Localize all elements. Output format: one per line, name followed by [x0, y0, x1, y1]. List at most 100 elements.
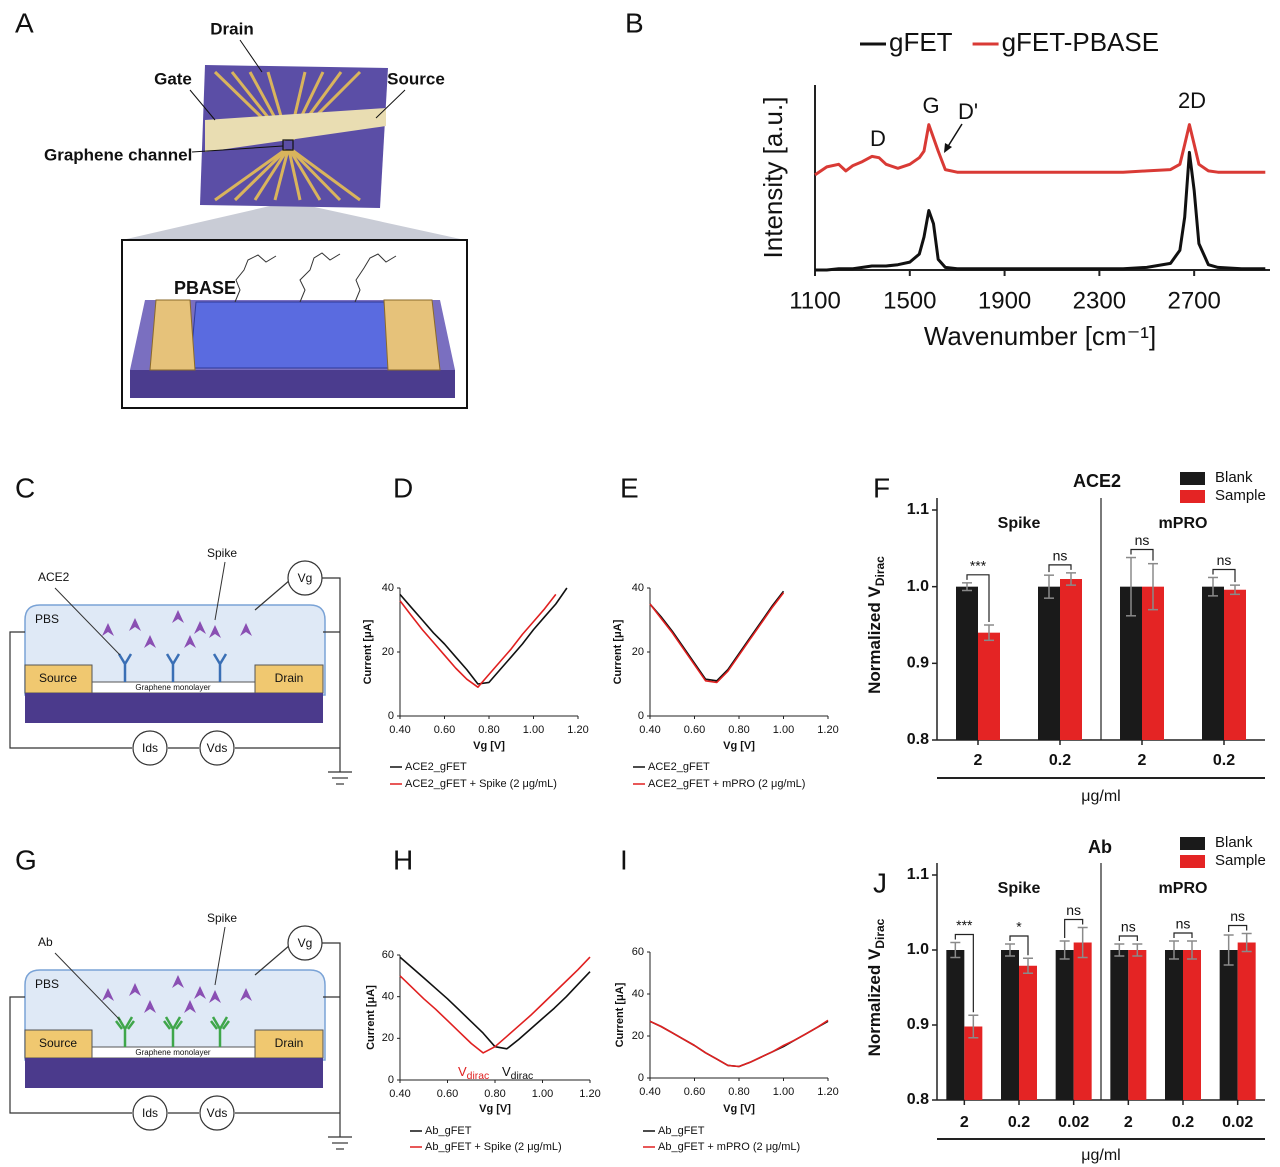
annotation-subscript: dirac [467, 1071, 490, 1082]
panel-letter: B [625, 7, 644, 38]
x-tick-label: 2700 [1167, 287, 1220, 314]
group-label: mPRO [1159, 880, 1208, 897]
panel-letter: J [873, 867, 887, 898]
y-tick-label: 1.1 [907, 866, 929, 883]
error-bar [1023, 957, 1033, 974]
y-tick-label: 60 [382, 949, 394, 961]
panel-letter: I [620, 844, 628, 875]
bar [956, 586, 978, 740]
legend-label: ACE2_gFET [405, 761, 467, 773]
electrode [383, 299, 441, 371]
y-axis-label: Current [μA] [362, 619, 374, 684]
error-bar [1132, 943, 1143, 957]
label-pbase: PBASE [174, 278, 236, 298]
spike-protein [144, 1000, 156, 1013]
x-axis-label: μg/ml [1081, 1147, 1120, 1164]
label-gate: Gate [154, 69, 192, 88]
significance-bracket [1009, 935, 1029, 956]
significance-label: ns [1066, 902, 1081, 918]
spike-protein [144, 635, 156, 648]
x-tick-label: 1900 [978, 287, 1031, 314]
error-bar [1044, 574, 1054, 599]
x-tick-label: 1.00 [773, 1086, 794, 1098]
annotation: Vdirac [458, 1064, 489, 1081]
label-drain: Drain [210, 19, 253, 38]
x-axis-label: Vg [V] [723, 1103, 755, 1115]
zoom-cone [122, 206, 465, 240]
significance-label: ns [1135, 532, 1150, 548]
y-tick-label: 0.9 [907, 1016, 929, 1033]
significance-bracket [1064, 918, 1084, 938]
spike-protein [184, 1000, 196, 1013]
x-tick-label: 0.40 [389, 1088, 410, 1100]
error-bar [950, 941, 961, 959]
error-bar [1114, 943, 1125, 957]
error-bar [1077, 926, 1088, 959]
x-tick-label: 0.2 [1049, 752, 1071, 769]
diagram-a: Drain Gate Source Graphene channel PBASE [44, 19, 468, 409]
line-series [399, 587, 568, 685]
spike-protein [129, 618, 141, 631]
receptor [115, 1016, 135, 1047]
spike-protein [194, 986, 206, 999]
x-tick-label: 0.60 [684, 1086, 705, 1098]
bar [1120, 586, 1142, 740]
label-ids: Ids [142, 741, 158, 755]
spike-protein [102, 623, 114, 636]
legend-label: Ab_gFET [425, 1125, 472, 1137]
chart-title: ACE2 [1073, 471, 1121, 491]
significance-bracket [1130, 548, 1154, 561]
label-channel: Graphene monolayer [135, 1048, 210, 1057]
x-tick-label: 1.20 [567, 724, 588, 736]
label-source: Source [39, 1036, 77, 1050]
label-channel: Graphene monolayer [135, 683, 210, 692]
wire [9, 577, 341, 772]
annotation: D' [958, 99, 978, 124]
y-axis-label: Normalized VDirac [865, 556, 887, 694]
legend-swatch [1180, 472, 1205, 485]
meter [199, 1095, 235, 1131]
y-tick-label: 20 [632, 646, 644, 658]
spike-protein [194, 621, 206, 634]
line-series [399, 593, 557, 688]
y-axis-label-subscript: Dirac [873, 556, 887, 586]
label-vg: Vg [298, 571, 313, 585]
legend-swatch [1180, 490, 1205, 503]
diagram-diagram_g: Ab Spike PBS Source Drain Graphene monolayer V… [9, 911, 352, 1150]
significance-label: *** [970, 558, 987, 574]
pointer [54, 587, 121, 656]
legend-label: gFET [889, 27, 953, 57]
error-bar [1126, 556, 1136, 617]
x-tick-label: 1.20 [817, 1086, 838, 1098]
significance-bracket [1173, 932, 1193, 938]
spike-protein [129, 983, 141, 996]
x-tick-label: 0.60 [437, 1088, 458, 1100]
y-tick-label: 0 [638, 710, 644, 722]
label-analyte: Spike [207, 546, 237, 560]
annotation: D [870, 126, 886, 151]
error-bar [1187, 940, 1197, 960]
legend-label: Blank [1215, 469, 1253, 486]
y-axis-label-text: Normalized V [865, 586, 884, 694]
line-series [649, 590, 785, 682]
y-tick-label: 1.1 [907, 501, 929, 518]
y-axis-label-subscript: Dirac [873, 918, 887, 948]
x-tick-label: 0.2 [1008, 1114, 1030, 1131]
bar [946, 950, 965, 1100]
significance-bracket [1228, 924, 1248, 932]
significance-bracket [966, 574, 990, 622]
buffer-chamber [24, 969, 326, 1061]
y-axis-label: Intensity [a.u.] [758, 97, 788, 259]
legend-label: Ab_gFET + mPRO (2 μg/mL) [658, 1141, 800, 1153]
error-bar [962, 582, 972, 592]
x-axis-label: Vg [V] [723, 740, 755, 752]
panel-letter: D [393, 472, 413, 503]
annotation-text: V [502, 1064, 511, 1079]
error-bar [1241, 932, 1252, 953]
y-axis-label: Current [μA] [614, 982, 626, 1047]
meter [287, 560, 323, 596]
y-tick-label: 0.8 [907, 731, 929, 748]
label-vg: Vg [298, 936, 313, 950]
spike-protein [184, 635, 196, 648]
panel-letter: G [15, 844, 37, 875]
